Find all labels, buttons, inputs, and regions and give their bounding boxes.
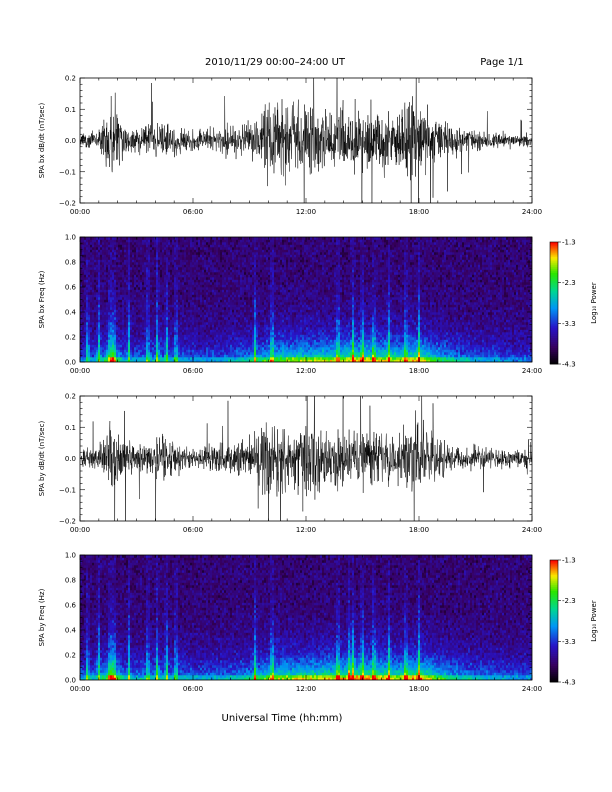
x-tick-label: 24:00 bbox=[522, 685, 542, 693]
x-tick-label: 24:00 bbox=[522, 208, 542, 216]
x-tick-label: 24:00 bbox=[522, 526, 542, 534]
x-tick-label: 00:00 bbox=[70, 526, 90, 534]
y-tick-label: −0.2 bbox=[59, 518, 76, 526]
panel-1: 00:00 06:00 12:00 18:00 24:00 0.2 0.1 0.0 −0.1 −0… bbox=[38, 75, 542, 217]
y-axis-label: SPA by dB/dt (nT/sec) bbox=[38, 421, 46, 497]
y-tick-label: 0.4 bbox=[65, 309, 77, 317]
x-tick-label: 12:00 bbox=[296, 685, 316, 693]
y-tick-label: 0.8 bbox=[65, 259, 76, 267]
y-tick-label: 0.4 bbox=[65, 627, 77, 635]
colorbar-tick-label: -2.3 bbox=[562, 597, 576, 605]
colorbar-tick-label: -3.3 bbox=[562, 638, 576, 646]
colorbar-tick-label: -1.3 bbox=[562, 557, 576, 565]
panel-2: 00:00 06:00 12:00 18:00 24:00 1.0 0.8 0.6 0.4 0.2… bbox=[38, 234, 598, 376]
x-tick-label: 00:00 bbox=[70, 208, 90, 216]
page-number: Page 1/1 bbox=[480, 57, 523, 68]
y-tick-label: 0.0 bbox=[65, 137, 76, 145]
colorbar-tick-label: -1.3 bbox=[562, 239, 576, 247]
y-tick-label: −0.2 bbox=[59, 200, 76, 208]
x-tick-label: 12:00 bbox=[296, 367, 316, 375]
y-axis-label: SPA bx dB/dt (nT/sec) bbox=[38, 103, 46, 179]
y-tick-label: 0.2 bbox=[65, 652, 76, 660]
x-tick-label: 06:00 bbox=[183, 526, 203, 534]
x-tick-label: 12:00 bbox=[296, 526, 316, 534]
y-tick-label: 0.6 bbox=[65, 284, 77, 292]
y-tick-label: −0.1 bbox=[59, 486, 76, 494]
x-tick-label: 18:00 bbox=[409, 685, 429, 693]
y-tick-label: 0.0 bbox=[65, 677, 76, 685]
y-tick-label: 1.0 bbox=[65, 234, 76, 242]
y-tick-label: 0.2 bbox=[65, 393, 76, 401]
y-tick-label: 0.1 bbox=[65, 106, 76, 114]
colorbar-tick-label: -4.3 bbox=[562, 679, 576, 687]
y-tick-label: 0.6 bbox=[65, 602, 77, 610]
colorbar-tick-label: -3.3 bbox=[562, 320, 576, 328]
y-tick-label: 0.8 bbox=[65, 577, 76, 585]
spectrogram bbox=[80, 555, 532, 680]
x-tick-label: 00:00 bbox=[70, 685, 90, 693]
x-tick-label: 06:00 bbox=[183, 367, 203, 375]
signal-trace bbox=[80, 396, 532, 521]
plot-area: 00:00 06:00 12:00 18:00 24:00 0.2 0.1 0.0 −0.1 −0… bbox=[38, 75, 598, 694]
y-axis-label: SPA by Freq (Hz) bbox=[38, 588, 46, 646]
colorbar-label: Log₁₀ Power bbox=[590, 600, 598, 642]
x-axis-title: Universal Time (hh:mm) bbox=[222, 713, 343, 724]
panel-4: 00:00 06:00 12:00 18:00 24:00 1.0 0.8 0.6 0.4 0.2… bbox=[38, 552, 598, 694]
y-tick-label: 1.0 bbox=[65, 552, 76, 560]
colorbar-tick-label: -2.3 bbox=[562, 279, 576, 287]
y-tick-label: 0.0 bbox=[65, 359, 76, 367]
y-tick-label: 0.1 bbox=[65, 424, 76, 432]
x-tick-label: 00:00 bbox=[70, 367, 90, 375]
colorbar: -1.3 -2.3 -3.3 -4.3 Log₁₀ Power bbox=[549, 557, 598, 687]
x-tick-label: 18:00 bbox=[409, 526, 429, 534]
page-title: 2010/11/29 00:00–24:00 UT bbox=[205, 57, 346, 68]
colorbar: -1.3 -2.3 -3.3 -4.3 Log₁₀ Power bbox=[549, 239, 598, 369]
panel-3: 00:00 06:00 12:00 18:00 24:00 0.2 0.1 0.0 −0.1 −0… bbox=[38, 393, 542, 535]
x-tick-label: 24:00 bbox=[522, 367, 542, 375]
y-tick-label: −0.1 bbox=[59, 168, 76, 176]
y-tick-label: 0.2 bbox=[65, 334, 76, 342]
y-axis-label: SPA bx Freq (Hz) bbox=[38, 270, 46, 328]
y-tick-label: 0.0 bbox=[65, 455, 76, 463]
signal-trace bbox=[80, 78, 532, 203]
x-tick-label: 06:00 bbox=[183, 685, 203, 693]
x-tick-label: 12:00 bbox=[296, 208, 316, 216]
y-tick-label: 0.2 bbox=[65, 75, 76, 83]
spectrogram bbox=[80, 237, 532, 362]
x-tick-label: 18:00 bbox=[409, 208, 429, 216]
colorbar-tick-label: -4.3 bbox=[562, 361, 576, 369]
x-tick-label: 06:00 bbox=[183, 208, 203, 216]
x-tick-label: 18:00 bbox=[409, 367, 429, 375]
colorbar-label: Log₁₀ Power bbox=[590, 282, 598, 324]
